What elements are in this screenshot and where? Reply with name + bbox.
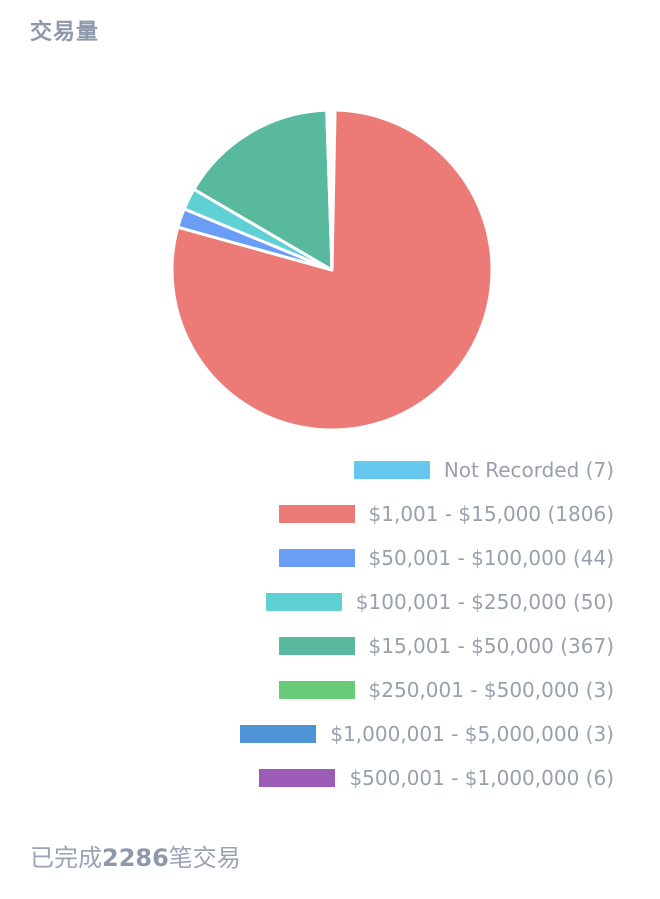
- legend-item-500001-1000000[interactable]: $500,001 - $1,000,000 (6): [259, 756, 614, 800]
- legend-label: $1,001 - $15,000 (1806): [368, 502, 614, 526]
- legend-item-250001-500000[interactable]: $250,001 - $500,000 (3): [278, 668, 614, 712]
- legend-swatch: [259, 769, 336, 787]
- legend-label: $100,001 - $250,000 (50): [355, 590, 614, 614]
- legend-item-1000001-5000000[interactable]: $1,000,001 - $5,000,000 (3): [240, 712, 614, 756]
- pie-chart: [170, 108, 494, 432]
- legend-swatch: [278, 505, 355, 523]
- legend-label: $250,001 - $500,000 (3): [368, 678, 614, 702]
- legend-item-15001-50000[interactable]: $15,001 - $50,000 (367): [278, 624, 614, 668]
- legend-label: $15,001 - $50,000 (367): [368, 634, 614, 658]
- legend-swatch: [265, 593, 342, 611]
- legend-swatch: [353, 461, 430, 479]
- summary-prefix: 已完成: [30, 844, 102, 872]
- legend-swatch: [240, 725, 317, 743]
- legend-label: $50,001 - $100,000 (44): [368, 546, 614, 570]
- pie-slice-500-001-1-000-000[interactable]: [327, 108, 334, 272]
- transaction-summary: 已完成2286笔交易: [30, 838, 241, 873]
- legend-item-100001-250000[interactable]: $100,001 - $250,000 (50): [265, 580, 614, 624]
- legend-label: $500,001 - $1,000,000 (6): [349, 766, 614, 790]
- legend-swatch: [278, 681, 355, 699]
- transaction-count: 2286: [102, 844, 169, 872]
- summary-suffix: 笔交易: [168, 844, 241, 872]
- legend-item-1001-15000[interactable]: $1,001 - $15,000 (1806): [278, 492, 614, 536]
- legend-label: $1,000,001 - $5,000,000 (3): [330, 722, 614, 746]
- chart-legend: Not Recorded (7) $1,001 - $15,000 (1806)…: [240, 448, 614, 800]
- legend-swatch: [278, 637, 355, 655]
- legend-item-not-recorded[interactable]: Not Recorded (7): [353, 448, 614, 492]
- legend-swatch: [278, 549, 355, 567]
- legend-label: Not Recorded (7): [443, 458, 614, 482]
- legend-item-50001-100000[interactable]: $50,001 - $100,000 (44): [278, 536, 614, 580]
- chart-title: 交易量: [30, 20, 100, 45]
- pie-slice-15-001-50-000[interactable]: [192, 108, 334, 272]
